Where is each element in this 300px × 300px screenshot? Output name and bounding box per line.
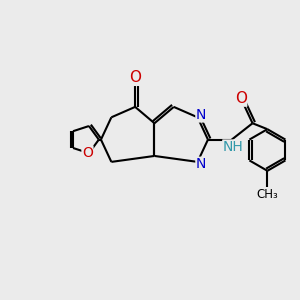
Text: O: O [82,146,93,160]
Text: NH: NH [223,140,244,154]
Text: O: O [235,91,247,106]
Text: CH₃: CH₃ [256,188,278,201]
Text: N: N [196,157,206,171]
Text: O: O [129,70,141,85]
Text: N: N [196,108,206,122]
